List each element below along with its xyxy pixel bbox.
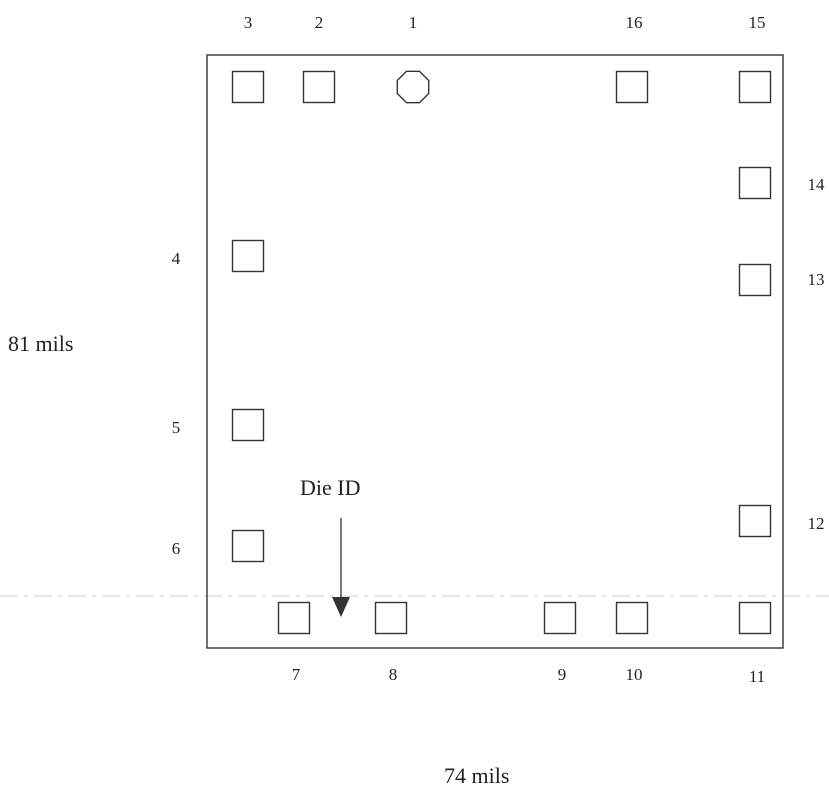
bond-pad-5 [231, 408, 265, 442]
bond-pad-9 [543, 601, 577, 635]
bond-pad-3 [231, 70, 265, 104]
bond-pad-15 [738, 70, 772, 104]
bond-pad-14 [738, 166, 772, 200]
bond-pad-7 [277, 601, 311, 635]
die-outline [206, 54, 784, 649]
pin-label-6: 6 [172, 539, 181, 558]
pin-label-11: 11 [749, 667, 765, 686]
bond-pad-10 [615, 601, 649, 635]
bond-pad-13 [738, 263, 772, 297]
width-dimension-label: 74 mils [444, 763, 509, 788]
pin-label-3: 3 [244, 13, 253, 32]
pin-label-9: 9 [558, 665, 567, 684]
die-id-arrow-head [332, 597, 350, 617]
height-dimension-label: 81 mils [8, 331, 73, 356]
pin-label-5: 5 [172, 418, 181, 437]
pin-label-13: 13 [808, 270, 825, 289]
bond-pad-16 [615, 70, 649, 104]
pin-label-14: 14 [808, 175, 826, 194]
pin-label-10: 10 [626, 665, 643, 684]
bond-pad-2 [302, 70, 336, 104]
pin-label-4: 4 [172, 249, 181, 268]
bond-pad-8 [374, 601, 408, 635]
bond-pad-11 [738, 601, 772, 635]
pin-label-15: 15 [749, 13, 766, 32]
bond-pad-4 [231, 239, 265, 273]
pin-label-7: 7 [292, 665, 301, 684]
pin-label-16: 16 [626, 13, 643, 32]
pin-label-8: 8 [389, 665, 398, 684]
bond-pad-6 [231, 529, 265, 563]
bond-pad-12 [738, 504, 772, 538]
pin-label-12: 12 [808, 514, 825, 533]
die-id-label: Die ID [300, 475, 360, 500]
bond-pads [231, 70, 772, 635]
pin-label-1: 1 [409, 13, 418, 32]
bond-pad-1 [396, 70, 430, 104]
pin-label-2: 2 [315, 13, 324, 32]
